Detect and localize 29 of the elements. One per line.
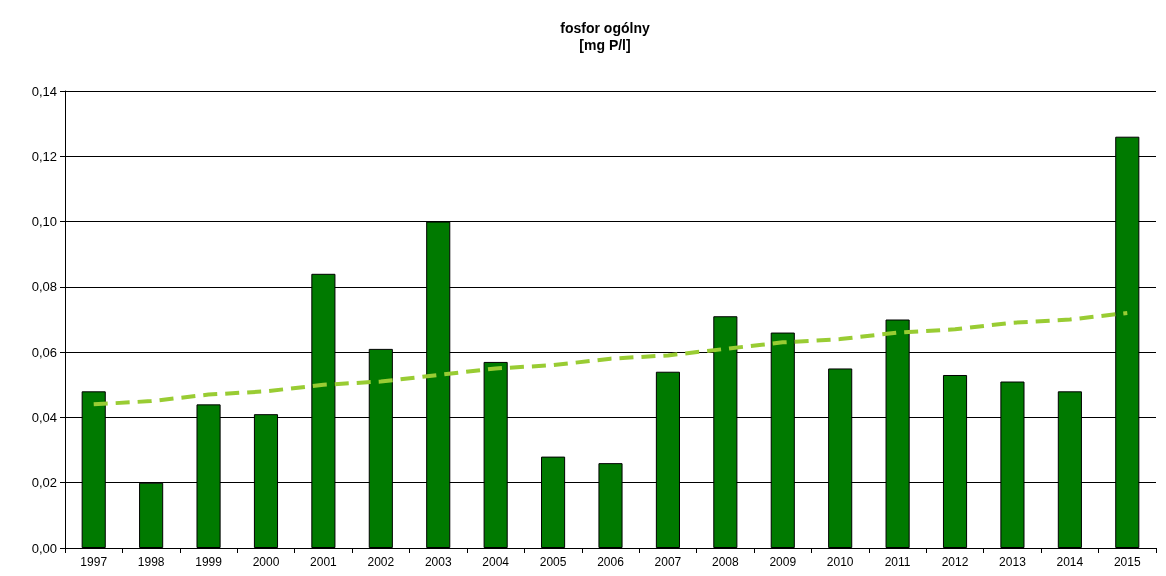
x-tick-label: 2000	[252, 555, 280, 569]
x-tick-label: 2014	[1056, 555, 1084, 569]
y-tick-label: 0,12	[31, 148, 57, 164]
y-tick-label: 0,04	[31, 409, 57, 425]
x-tick-label: 2010	[826, 555, 854, 569]
x-tick-label: 2008	[711, 555, 740, 569]
x-tick-label: 2011	[884, 555, 911, 569]
x-tick-label: 2002	[367, 555, 395, 569]
y-tick-label: 0,10	[31, 214, 57, 230]
y-tick-label: 0,06	[31, 344, 57, 360]
x-tick-label: 2007	[654, 555, 682, 569]
y-tick-label: 0,02	[31, 475, 57, 491]
x-tick-label: 2004	[482, 555, 510, 569]
x-tick-label: 2003	[424, 555, 452, 569]
chart-title: fosfor ogólny [mg P/l]	[560, 19, 650, 53]
x-tick-label: 2013	[999, 555, 1027, 569]
y-tick-label: 0,08	[31, 279, 57, 295]
x-tick-label: 1998	[137, 555, 165, 569]
x-tick-label: 2005	[539, 555, 567, 569]
x-tick-label: 2012	[941, 555, 969, 569]
y-tick-label: 0,00	[31, 540, 57, 556]
x-tick-label: 1997	[80, 555, 108, 569]
x-tick-label: 2006	[597, 555, 625, 569]
x-tick-label: 1999	[195, 555, 223, 569]
x-tick-label: 2009	[769, 555, 797, 569]
x-tick-label: 2001	[310, 555, 338, 569]
y-tick-label: 0,14	[31, 83, 57, 99]
line-series	[91, 310, 1130, 407]
x-tick-label: 2015	[1113, 555, 1141, 569]
